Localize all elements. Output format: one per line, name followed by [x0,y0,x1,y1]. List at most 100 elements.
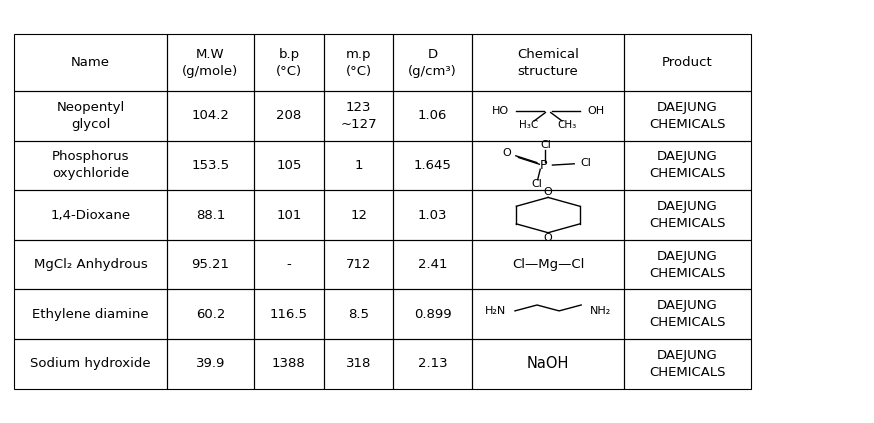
Text: D
(g/cm³): D (g/cm³) [408,48,457,78]
Text: H₃C: H₃C [519,120,538,130]
Text: 0.899: 0.899 [413,308,452,321]
Bar [254,141,323,190]
Bar [15,141,167,190]
Text: b.p
(°C): b.p (°C) [276,48,302,78]
Bar [167,289,254,339]
Bar [624,190,751,240]
Bar [393,289,472,339]
Bar [472,240,624,289]
Bar [323,240,393,289]
Text: 8.5: 8.5 [348,308,369,321]
Text: DAEJUNG
CHEMICALS: DAEJUNG CHEMICALS [649,151,725,181]
Text: DAEJUNG
CHEMICALS: DAEJUNG CHEMICALS [649,250,725,280]
Text: -: - [287,258,291,271]
Text: 2.41: 2.41 [418,258,447,271]
Text: 2.13: 2.13 [418,357,447,370]
Text: O: O [503,148,511,158]
Text: CH₃: CH₃ [558,120,577,130]
Bar [472,34,624,91]
Text: 712: 712 [346,258,371,271]
Text: 39.9: 39.9 [196,357,225,370]
Bar [323,34,393,91]
Bar [624,141,751,190]
Text: Cl—Mg—Cl: Cl—Mg—Cl [512,258,584,271]
Text: 1.03: 1.03 [418,209,447,222]
Bar [15,339,167,389]
Text: M.W
(g/mole): M.W (g/mole) [183,48,239,78]
Bar [323,141,393,190]
Bar [393,339,472,389]
Text: H₂N: H₂N [485,306,506,316]
Text: Name: Name [71,56,110,69]
Bar [15,289,167,339]
Text: 12: 12 [350,209,367,222]
Bar [624,240,751,289]
Text: Phosphorus
oxychloride: Phosphorus oxychloride [52,151,129,181]
Bar [167,141,254,190]
Text: 1388: 1388 [272,357,306,370]
Text: NaOH: NaOH [527,356,569,371]
Bar [254,34,323,91]
Text: 208: 208 [276,110,302,122]
Bar [167,190,254,240]
Bar [323,91,393,141]
Text: 104.2: 104.2 [191,110,229,122]
Bar [15,190,167,240]
Text: Sodium hydroxide: Sodium hydroxide [31,357,151,370]
Text: 1.645: 1.645 [413,159,452,172]
Bar [167,91,254,141]
Bar [624,339,751,389]
Text: 1.06: 1.06 [418,110,447,122]
Bar [254,289,323,339]
Text: NH₂: NH₂ [590,306,611,316]
Text: Neopentyl
glycol: Neopentyl glycol [57,101,125,131]
Bar [393,141,472,190]
Text: MgCl₂ Anhydrous: MgCl₂ Anhydrous [34,258,148,271]
Text: Cl: Cl [580,158,591,168]
Bar [254,91,323,141]
Bar [323,339,393,389]
Text: Ethylene diamine: Ethylene diamine [32,308,149,321]
Bar [323,289,393,339]
Text: 123
~127: 123 ~127 [340,101,377,131]
Text: DAEJUNG
CHEMICALS: DAEJUNG CHEMICALS [649,101,725,131]
Bar [254,190,323,240]
Text: P: P [540,159,547,172]
Bar [15,34,167,91]
Text: DAEJUNG
CHEMICALS: DAEJUNG CHEMICALS [649,200,725,230]
Text: DAEJUNG
CHEMICALS: DAEJUNG CHEMICALS [649,299,725,329]
Bar [472,190,624,240]
Text: Cl: Cl [540,140,551,150]
Bar [254,240,323,289]
Bar [472,289,624,339]
Bar [393,91,472,141]
Bar [393,190,472,240]
Bar [472,91,624,141]
Text: m.p
(°C): m.p (°C) [345,48,371,78]
Text: DAEJUNG
CHEMICALS: DAEJUNG CHEMICALS [649,349,725,379]
Bar [393,240,472,289]
Text: HO: HO [491,106,509,116]
Text: 1,4-Dioxane: 1,4-Dioxane [51,209,131,222]
Text: 318: 318 [346,357,371,370]
Bar [472,141,624,190]
Bar [167,240,254,289]
Text: 116.5: 116.5 [270,308,308,321]
Bar [15,91,167,141]
Text: Chemical
structure: Chemical structure [517,48,579,78]
Bar [624,34,751,91]
Text: 1: 1 [354,159,363,172]
Text: 153.5: 153.5 [191,159,230,172]
Bar [624,289,751,339]
Bar [167,34,254,91]
Text: Product: Product [662,56,713,69]
Bar [624,91,751,141]
Text: 101: 101 [276,209,302,222]
Bar [393,34,472,91]
Text: Cl: Cl [531,179,542,190]
Bar [254,339,323,389]
Text: 60.2: 60.2 [196,308,225,321]
Text: OH: OH [587,106,605,116]
Text: 88.1: 88.1 [196,209,225,222]
Text: O: O [544,187,552,198]
